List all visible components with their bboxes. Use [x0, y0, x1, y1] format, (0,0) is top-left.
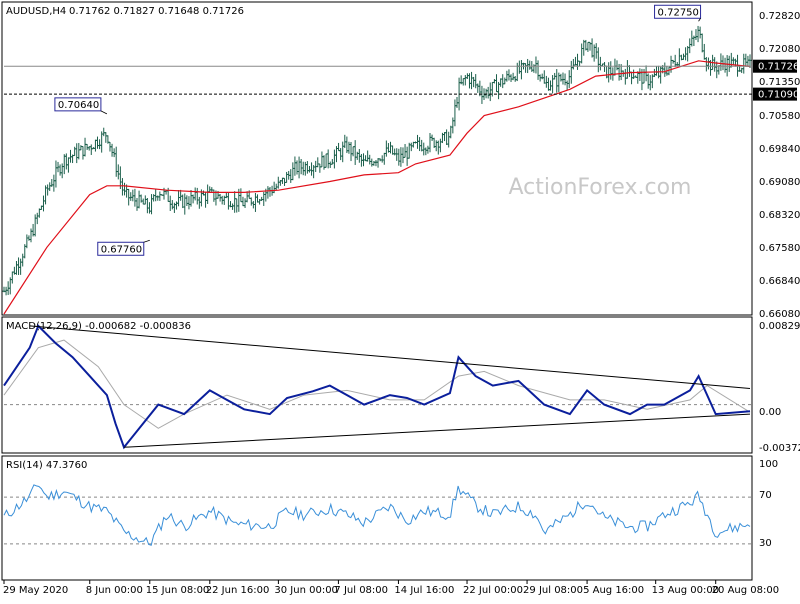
rsi-label: RSI(14) 47.3760	[6, 460, 87, 471]
price-tick-label: 0.69840	[759, 144, 800, 155]
rsi-tick-label: 70	[759, 490, 772, 501]
annotation-high-label: 0.72750	[658, 7, 699, 18]
annotation-leader	[100, 110, 108, 115]
macd-tick-label: 0.008296	[759, 321, 800, 332]
current-price-text: 0.71726	[758, 62, 799, 73]
price-tick-label: 0.66840	[759, 276, 800, 287]
price-tick-label: 0.66080	[759, 309, 800, 320]
x-axis-label: 22 Jun 16:00	[206, 585, 270, 596]
price-tick-label: 0.68320	[759, 210, 800, 221]
price-panel-frame	[1, 1, 753, 316]
annotation-box-high	[654, 4, 702, 19]
price-tick-label: 0.67580	[759, 243, 800, 254]
x-axis-label: 13 Aug 00:00	[652, 585, 719, 596]
macd-trendline	[29, 325, 751, 389]
rsi-line	[3, 484, 751, 546]
annotation-leader	[698, 18, 701, 22]
price-layer	[2, 25, 752, 315]
current-price-badge: 0.71726	[753, 59, 799, 73]
symbol-label: AUDUSD,H4	[6, 6, 66, 17]
x-axis-label: 29 May 2020	[3, 585, 68, 596]
rsi-tick-label: 30	[759, 538, 772, 549]
x-axis-label: 14 Jul 16:00	[394, 585, 454, 596]
ohlc-values: 0.71762 0.71827 0.71648 0.71726	[69, 6, 244, 17]
annotation-box-june-high	[54, 97, 102, 112]
x-axis-label: 5 Aug 16:00	[583, 585, 644, 596]
rsi-tick-label: 100	[759, 459, 778, 470]
price-tick-label: 0.70580	[759, 111, 800, 122]
macd-line	[3, 324, 751, 450]
price-tick-label: 0.72820	[759, 11, 800, 22]
x-axis-label: 15 Jun 08:00	[146, 585, 210, 596]
rsi-layer	[3, 484, 752, 546]
annotation-june-low-label: 0.67760	[101, 244, 142, 255]
macd-tick-label: 0.00	[759, 407, 781, 418]
price-y-axis: 0.72820 0.72080 0.71350 0.70580 0.69840 …	[759, 11, 800, 320]
x-axis-label: 30 Jun 00:00	[274, 585, 338, 596]
annotation-june-high-label: 0.70640	[58, 100, 99, 111]
macd-label: MACD(12,26,9) -0.000682 -0.000836	[6, 321, 191, 332]
moving-average-line	[3, 60, 751, 315]
support-price-text: 0.71090	[758, 90, 799, 101]
x-axis-label: 8 Jun 00:00	[86, 585, 143, 596]
macd-panel-frame	[1, 316, 753, 454]
annotation-box-june-low	[97, 241, 145, 256]
x-axis-label: 22 Jul 00:00	[463, 585, 523, 596]
watermark-text: ActionForex.com	[509, 175, 692, 200]
x-axis-label: 29 Jul 08:00	[523, 585, 583, 596]
annotation-leader	[143, 239, 150, 243]
rsi-panel-frame	[1, 455, 753, 581]
price-tick-label: 0.69080	[759, 177, 800, 188]
annotation-layer: 0.72750 0.70640 0.67760	[54, 4, 702, 256]
macd-tick-label: -0.003725	[759, 443, 800, 454]
x-axis-label: 20 Aug 08:00	[712, 585, 779, 596]
x-axis-label: 7 Jul 08:00	[334, 585, 388, 596]
support-price-badge: 0.71090	[753, 87, 799, 101]
price-tick-label: 0.72080	[759, 44, 800, 55]
macd-trendline	[124, 413, 751, 448]
price-tick-label: 0.71350	[759, 77, 800, 88]
macd-layer	[3, 324, 752, 450]
macd-signal-line	[3, 339, 751, 429]
